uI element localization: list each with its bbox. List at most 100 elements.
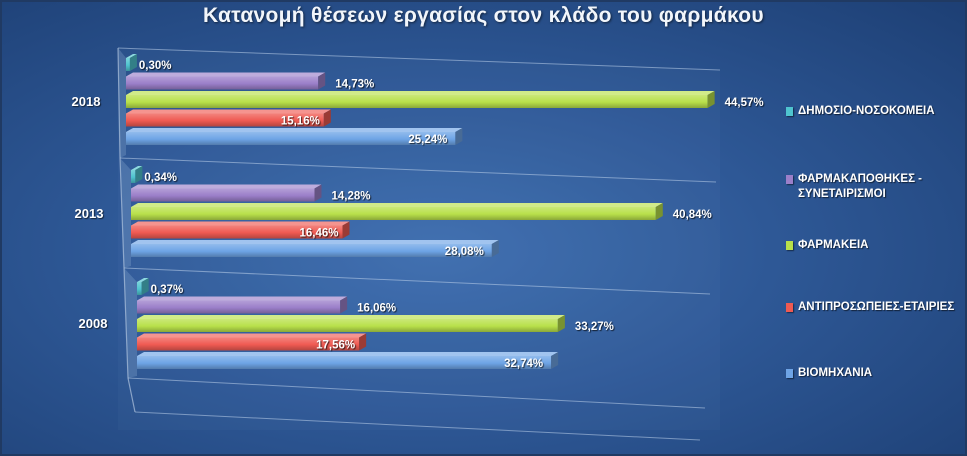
axis-line <box>117 47 136 413</box>
bar-end <box>135 166 143 183</box>
bar-front <box>126 113 324 127</box>
data-label: 15,16% <box>281 116 320 128</box>
bar-front <box>131 170 136 183</box>
bar-front <box>126 76 319 90</box>
bar-end <box>455 128 463 145</box>
bar-front <box>137 337 360 351</box>
bar-front <box>126 95 708 108</box>
bar-end <box>491 240 499 257</box>
bar <box>137 352 559 369</box>
legend-label: ΑΝΤΙΠΡΟΣΩΠΕΙΕΣ-ΕΤΑΙΡΙΕΣ <box>798 301 955 313</box>
bar-front <box>137 300 341 314</box>
gridline <box>117 47 721 71</box>
data-label: 28,08% <box>445 246 484 258</box>
legend-swatch <box>786 107 793 116</box>
gridline <box>134 411 701 441</box>
bar-end <box>342 221 350 239</box>
bar <box>137 333 367 351</box>
bar-top <box>131 184 322 189</box>
bar-end <box>314 184 322 202</box>
bar <box>131 240 499 257</box>
bar <box>126 72 326 90</box>
bar-end <box>318 72 326 90</box>
data-label: 14,28% <box>331 191 370 203</box>
bar <box>126 109 331 127</box>
data-label: 0,30% <box>139 60 172 72</box>
data-label: 44,57% <box>725 97 764 109</box>
bar-end <box>129 54 137 71</box>
legend-item: ΦΑΡΜΑΚΑΠΟΘΗΚΕΣ - ΣΥΝΕΤΑΙΡΙΣΜΟΙ <box>786 172 967 202</box>
bar-front <box>131 188 315 202</box>
gridline <box>123 267 711 295</box>
bar-top <box>126 72 326 77</box>
bar <box>131 203 663 220</box>
bar <box>126 91 715 108</box>
category-label: 2018 <box>72 94 101 109</box>
legend-swatch <box>786 369 793 378</box>
bar <box>126 128 463 145</box>
axis-wall <box>124 268 137 378</box>
legend-item: ΦΑΡΜΑΚΕΙΑ <box>786 238 967 253</box>
legend-swatch <box>786 175 793 184</box>
legend-item: ΒΙΟΜΗΧΑΝΙΑ <box>786 366 967 381</box>
chart-title: Κατανομή θέσεων εργασίας στον κλάδο του … <box>203 4 764 27</box>
data-label: 16,06% <box>357 303 396 315</box>
bar-top <box>131 240 499 244</box>
axis-wall <box>118 48 126 158</box>
bar <box>126 54 137 71</box>
bar-top <box>137 315 565 319</box>
bar-top <box>131 166 143 170</box>
bar-end <box>707 91 715 108</box>
gridline <box>119 157 717 183</box>
bar <box>137 278 149 295</box>
bar <box>131 221 350 239</box>
bar-end <box>141 278 149 295</box>
data-label: 32,74% <box>504 358 543 370</box>
bar-end <box>655 203 663 220</box>
data-label: 17,56% <box>316 340 355 352</box>
legend-swatch <box>786 303 793 312</box>
bar-top <box>137 333 367 338</box>
category-label: 2008 <box>79 316 108 331</box>
legend-item: ΑΝΤΙΠΡΟΣΩΠΕΙΕΣ-ΕΤΑΙΡΙΕΣ <box>786 300 967 315</box>
bar-front <box>137 319 558 332</box>
legend-label: ΦΑΡΜΑΚΕΙΑ <box>798 239 869 251</box>
data-label: 40,84% <box>673 209 712 221</box>
legend-swatch <box>786 241 793 250</box>
data-label: 25,24% <box>408 134 447 146</box>
bar-front <box>126 58 130 71</box>
legend-label: ΒΙΟΜΗΧΑΝΙΑ <box>798 367 873 379</box>
bar-top <box>137 352 559 356</box>
bar-front <box>126 132 456 145</box>
bar <box>137 296 348 314</box>
bar-front <box>131 244 492 257</box>
data-label: 16,46% <box>299 228 338 240</box>
data-label: 0,34% <box>144 172 177 184</box>
legend-label: ΦΑΡΜΑΚΑΠΟΘΗΚΕΣ - ΣΥΝΕΤΑΙΡΙΣΜΟΙ <box>798 173 923 200</box>
bar-front <box>137 356 552 369</box>
bar-end <box>557 315 565 332</box>
bar-top <box>131 203 663 207</box>
bar <box>137 315 565 332</box>
bar-front <box>131 207 656 220</box>
bar-top <box>126 109 331 114</box>
bar-end <box>340 296 348 314</box>
bar-top <box>126 54 137 58</box>
bar <box>131 184 322 202</box>
bar-top <box>126 91 715 95</box>
gridline <box>127 377 706 409</box>
data-label: 33,27% <box>575 321 614 333</box>
data-label: 0,37% <box>151 284 184 296</box>
axis-wall <box>120 158 131 268</box>
legend-item: ΔΗΜΟΣΙΟ-ΝΟΣΟΚΟΜΕΙΑ <box>786 104 967 119</box>
bar-top <box>137 278 149 282</box>
category-label: 2013 <box>75 206 104 221</box>
data-label: 14,73% <box>335 79 374 91</box>
bar-top <box>126 128 463 132</box>
bar-front <box>131 225 343 239</box>
bar-end <box>323 109 331 127</box>
bar-front <box>137 282 142 295</box>
bar-end <box>359 333 367 351</box>
